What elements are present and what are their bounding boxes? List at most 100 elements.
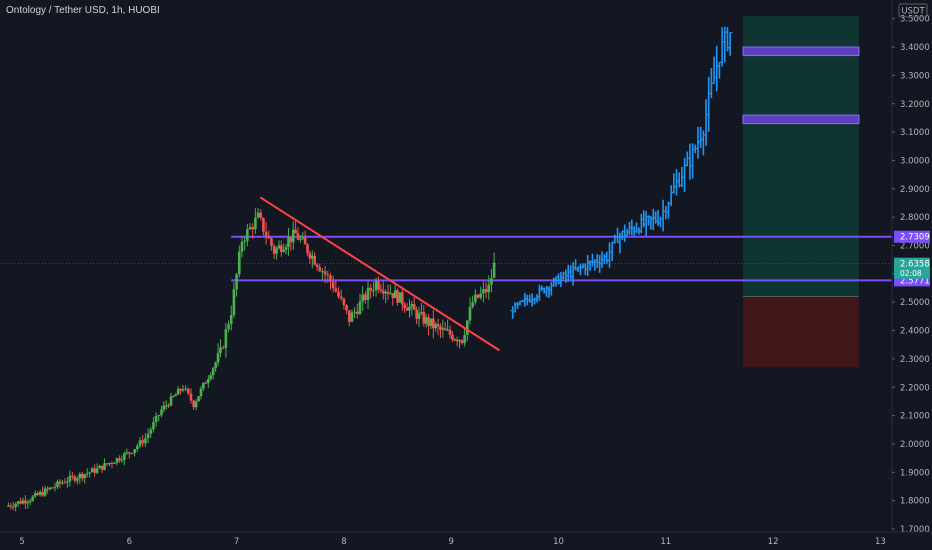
price-tick-label: 2.9000 xyxy=(900,185,930,195)
candle-body xyxy=(439,326,442,330)
current-price-label: 2.6358 xyxy=(900,260,930,270)
candle-body xyxy=(448,329,452,335)
price-tick-label: 3.0000 xyxy=(900,156,930,166)
candle-body xyxy=(342,298,346,305)
candle-body xyxy=(358,301,362,315)
candle-body xyxy=(248,227,252,230)
candle-body xyxy=(103,463,106,470)
candle-body xyxy=(455,339,459,342)
candle-body xyxy=(128,452,131,454)
candle-body xyxy=(68,475,72,482)
candle-body xyxy=(181,389,185,391)
candle-body xyxy=(53,486,57,488)
candle-body xyxy=(289,237,293,243)
candle-body xyxy=(389,293,392,295)
candle-body xyxy=(334,288,338,292)
candle-body xyxy=(259,212,263,218)
candle-body xyxy=(403,304,407,309)
candle-body xyxy=(490,278,493,285)
time-tick-label: 9 xyxy=(448,537,453,547)
candle-body xyxy=(350,312,354,322)
candle-body xyxy=(282,249,285,252)
candle-body xyxy=(43,488,47,496)
candle-body xyxy=(405,308,409,311)
candle-body xyxy=(167,405,170,407)
candle-body xyxy=(436,324,440,327)
candle-body xyxy=(56,481,59,487)
candle-body xyxy=(287,237,290,247)
candle-body xyxy=(149,429,153,434)
price-tick-label: 2.5000 xyxy=(900,298,930,308)
candle-body xyxy=(51,487,54,489)
candle-body xyxy=(63,482,67,484)
candle-body xyxy=(460,340,464,344)
candle-body xyxy=(154,415,158,423)
price-tick-label: 1.9000 xyxy=(900,468,930,478)
candle-body xyxy=(339,296,343,299)
candle-body xyxy=(313,255,316,265)
candle-body xyxy=(443,328,447,331)
candle-body xyxy=(36,493,39,495)
level-tag-label: 2.5771 xyxy=(900,276,930,286)
price-tick-label: 2.1000 xyxy=(900,412,930,422)
candle-body xyxy=(311,255,314,259)
candle-body xyxy=(294,229,297,234)
currency-badge[interactable] xyxy=(898,3,928,18)
candle-body xyxy=(123,453,126,460)
candle-body xyxy=(61,482,64,484)
candle-body xyxy=(108,463,111,465)
time-tick-label: 5 xyxy=(19,537,24,547)
price-tick-label: 3.4000 xyxy=(900,43,930,53)
candle-body xyxy=(353,311,356,313)
candle-body xyxy=(136,445,139,450)
descending-trendline[interactable] xyxy=(259,196,501,352)
candle-body xyxy=(377,281,380,290)
candle-body xyxy=(73,476,77,481)
candle-body xyxy=(95,468,99,473)
target-box-2[interactable] xyxy=(742,114,860,125)
candle-body xyxy=(386,291,390,294)
candle-body xyxy=(398,292,402,303)
candle-body xyxy=(33,493,37,497)
candle-body xyxy=(432,318,435,329)
target-box-1[interactable] xyxy=(742,46,860,57)
candle-body xyxy=(347,310,351,322)
candle-body xyxy=(209,375,213,380)
candle-body xyxy=(80,473,84,479)
candle-body xyxy=(374,281,378,291)
candle-body xyxy=(174,394,178,397)
candle-body xyxy=(141,440,145,444)
candle-body xyxy=(28,500,32,503)
candle-body xyxy=(31,496,35,501)
stop-zone xyxy=(743,296,859,368)
candle-body xyxy=(275,248,278,254)
candle-body xyxy=(476,294,480,298)
candle-body xyxy=(138,440,142,446)
candle-body xyxy=(422,311,426,324)
candle-body xyxy=(229,315,233,325)
candle-body xyxy=(393,290,397,299)
candle-body xyxy=(90,468,94,473)
candle-body xyxy=(199,388,203,397)
candle-body xyxy=(246,229,249,241)
candle-body xyxy=(189,393,193,401)
candle-body xyxy=(429,318,433,326)
candle-body xyxy=(38,491,42,495)
candle-body xyxy=(458,340,461,342)
candle-body xyxy=(251,227,254,230)
candle-body xyxy=(482,289,485,294)
candle-body xyxy=(408,306,411,311)
candle-body xyxy=(451,334,454,340)
candle-body xyxy=(227,324,230,330)
candle-body xyxy=(356,311,359,315)
candle-body xyxy=(232,289,236,316)
candle-body xyxy=(446,329,449,331)
candle-body xyxy=(184,388,187,390)
candle-body xyxy=(243,240,246,242)
candle-body xyxy=(216,352,220,363)
time-tick-label: 7 xyxy=(234,537,239,547)
time-tick-label: 10 xyxy=(553,537,564,547)
candle-body xyxy=(272,245,276,254)
target-zone xyxy=(743,15,859,297)
